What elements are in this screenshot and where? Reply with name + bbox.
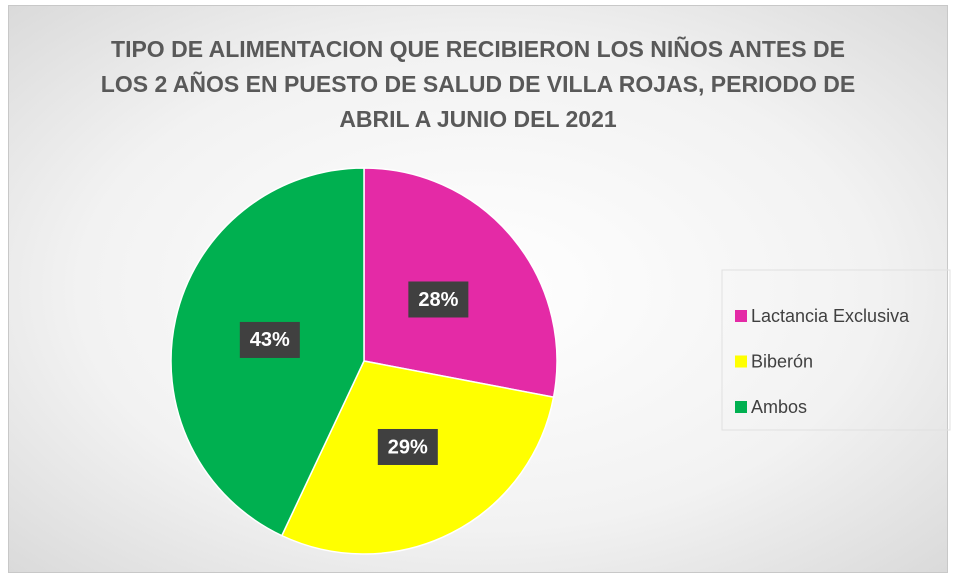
data-label: 29% [388,436,428,458]
data-label: 43% [250,329,290,351]
legend-swatch [735,401,747,413]
data-label-box [377,428,438,465]
legend-swatch [735,310,747,322]
data-label-box [408,281,469,318]
data-label: 28% [418,289,458,311]
legend-swatch [735,355,747,368]
legend-box [721,269,951,431]
legend-label: Biberón [751,351,813,371]
legend-label: Ambos [751,397,807,417]
data-label-box [239,321,300,358]
legend-label: Lactancia Exclusiva [751,306,910,326]
chart-title: TIPO DE ALIMENTACION QUE RECIBIERON LOS … [100,36,856,132]
